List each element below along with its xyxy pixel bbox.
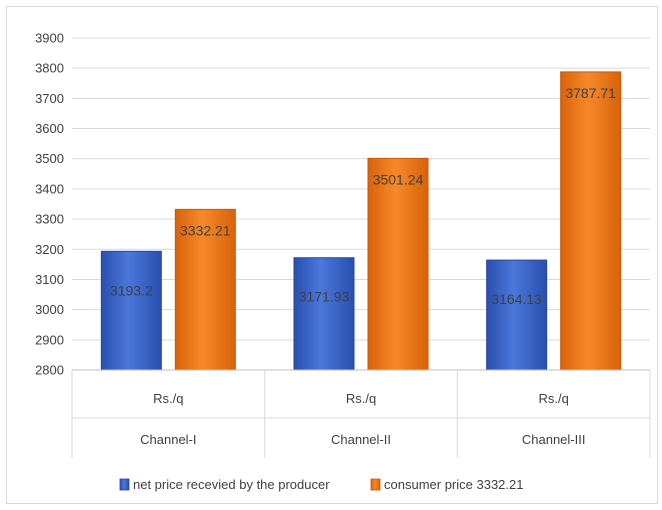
y-axis-ticks: 2800 2900 3000 3100 3200 3300 3400 3500 3600 3700… <box>35 31 64 378</box>
y-tick-label: 3600 <box>35 121 64 136</box>
category-sublabel: Rs./q <box>346 391 376 406</box>
legend-swatch-consumer <box>370 478 381 491</box>
y-tick-label: 3700 <box>35 91 64 106</box>
category-axis: Rs./q Channel-I Rs./q Channel-II Rs./q Channe… <box>71 369 651 458</box>
bar-consumer-2 <box>367 157 429 371</box>
y-tick-label: 3100 <box>35 272 64 287</box>
legend: net price recevied by the producer consum… <box>119 477 523 492</box>
y-tick-label: 3800 <box>35 61 64 76</box>
bar-consumer-1 <box>174 208 236 371</box>
bar-producer-2 <box>293 257 355 371</box>
data-label: 3164.13 <box>491 291 542 307</box>
bars <box>100 71 622 371</box>
y-tick-label: 3500 <box>35 151 64 166</box>
data-label: 3332.21 <box>180 222 231 238</box>
legend-swatch-producer <box>119 478 130 491</box>
bar-producer-3 <box>486 259 548 371</box>
data-labels: 3193.2 3332.21 3171.93 3501.24 3164.13 3787.7… <box>110 85 616 307</box>
y-tick-label: 2900 <box>35 332 64 347</box>
data-label: 3171.93 <box>299 289 350 305</box>
category-sublabel: Rs./q <box>538 391 568 406</box>
y-tick-label: 3400 <box>35 181 64 196</box>
y-tick-label: 3300 <box>35 212 64 227</box>
y-tick-label: 3000 <box>35 302 64 317</box>
data-label: 3787.71 <box>565 85 616 101</box>
bar-consumer-3 <box>560 71 622 371</box>
category-label: Channel-I <box>140 432 196 447</box>
category-sublabel: Rs./q <box>153 391 183 406</box>
y-tick-label: 2800 <box>35 363 64 378</box>
legend-label-consumer: consumer price 3332.21 <box>384 477 523 492</box>
y-tick-label: 3200 <box>35 242 64 257</box>
category-label: Channel-III <box>522 432 586 447</box>
y-tick-label: 3900 <box>35 31 64 46</box>
category-label: Channel-II <box>331 432 391 447</box>
data-label: 3501.24 <box>373 171 424 187</box>
bar-producer-1 <box>100 250 162 371</box>
data-label: 3193.2 <box>110 282 153 298</box>
legend-label-producer: net price recevied by the producer <box>133 477 330 492</box>
